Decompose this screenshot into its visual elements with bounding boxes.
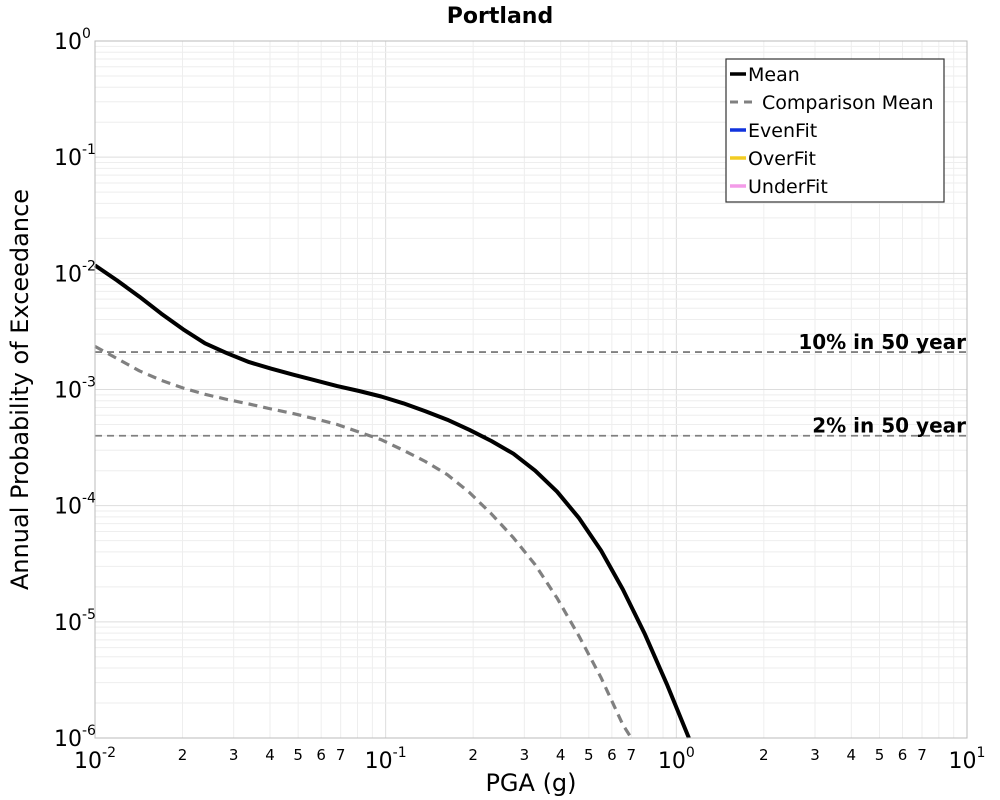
x-minor-tick-label: 7 [336,746,346,764]
y-tick-exponent: -5 [82,607,96,623]
x-minor-tick-label: 5 [875,746,885,764]
y-tick-label: 100 [54,26,91,55]
y-tick-base: 10 [54,146,82,171]
x-minor-tick-label: 5 [293,746,303,764]
series-line [93,263,691,739]
legend-label: Comparison Mean [762,92,934,114]
series-lines [93,263,691,739]
y-tick-label: 10-1 [54,142,96,171]
x-minor-tick-label: 3 [229,746,239,764]
legend-label: UnderFit [748,176,828,198]
series-line [94,344,633,739]
x-tick-label: 101 [949,745,986,774]
y-tick-exponent: 0 [82,26,91,42]
legend-label: OverFit [748,148,816,170]
y-tick-exponent: -3 [82,375,96,391]
x-minor-tick-label: 2 [178,746,188,764]
y-tick-base: 10 [54,379,82,404]
x-minor-tick-label: 3 [810,746,820,764]
x-tick-label: 10-1 [365,745,407,774]
x-tick-exponent: -1 [393,745,407,761]
x-minor-tick-label: 3 [520,746,530,764]
x-minor-tick-label: 4 [265,746,275,764]
y-tick-exponent: -1 [82,142,96,158]
y-tick-base: 10 [54,30,82,55]
y-tick-base: 10 [54,495,82,520]
y-tick-base: 10 [54,611,82,636]
x-minor-tick-label: 7 [917,746,927,764]
x-minor-tick-label: 2 [468,746,478,764]
x-minor-tick-label: 4 [847,746,857,764]
y-tick-label: 10-4 [54,491,96,520]
x-minor-tick-label: 4 [556,746,566,764]
x-minor-tick-label: 2 [759,746,769,764]
y-tick-label: 10-6 [54,723,96,752]
legend-box [725,58,945,203]
legend-label: EvenFit [748,120,817,142]
plot-frame [94,40,968,739]
y-tick-base: 10 [54,727,82,752]
x-tick-label: 100 [658,745,695,774]
y-tick-base: 10 [54,262,82,287]
x-minor-tick-label: 5 [584,746,594,764]
x-tick-exponent: 0 [686,745,695,761]
x-tick-exponent: -2 [102,745,116,761]
x-tick-label: 10-2 [74,745,116,774]
x-minor-tick-label: 6 [316,746,326,764]
legend-label: Mean [748,64,800,86]
y-tick-exponent: -6 [82,723,96,739]
y-tick-label: 10-3 [54,375,96,404]
x-tick-base: 10 [658,749,686,774]
y-tick-label: 10-5 [54,607,96,636]
x-tick-base: 10 [949,749,977,774]
grid [94,41,967,739]
chart-title: Portland [447,4,553,29]
legend: Mean Comparison Mean EvenFit OverFit UnderFi… [725,58,945,203]
y-axis-label: Annual Probability of Exceedance [6,189,34,590]
x-tick-exponent: 1 [977,745,986,761]
y-tick-label: 10-2 [54,258,96,287]
x-minor-tick-label: 6 [898,746,908,764]
reference-line-label: 2% in 50 year [812,414,966,438]
reference-lines: 10% in 50 year 2% in 50 year [95,330,967,438]
y-tick-exponent: -2 [82,258,96,274]
x-minor-tick-label: 6 [607,746,617,764]
x-minor-tick-label: 7 [627,746,637,764]
reference-line-label: 10% in 50 year [798,330,966,354]
x-tick-base: 10 [365,749,393,774]
x-axis-label: PGA (g) [485,769,576,797]
y-tick-exponent: -4 [82,491,96,507]
x-tick-base: 10 [74,749,102,774]
